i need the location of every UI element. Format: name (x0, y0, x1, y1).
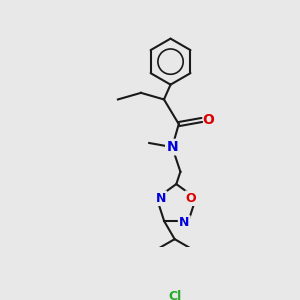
Text: Cl: Cl (168, 290, 181, 300)
Text: N: N (156, 192, 166, 205)
Text: O: O (202, 113, 214, 127)
Text: N: N (179, 216, 190, 230)
Text: O: O (186, 192, 196, 205)
Text: N: N (167, 140, 178, 154)
